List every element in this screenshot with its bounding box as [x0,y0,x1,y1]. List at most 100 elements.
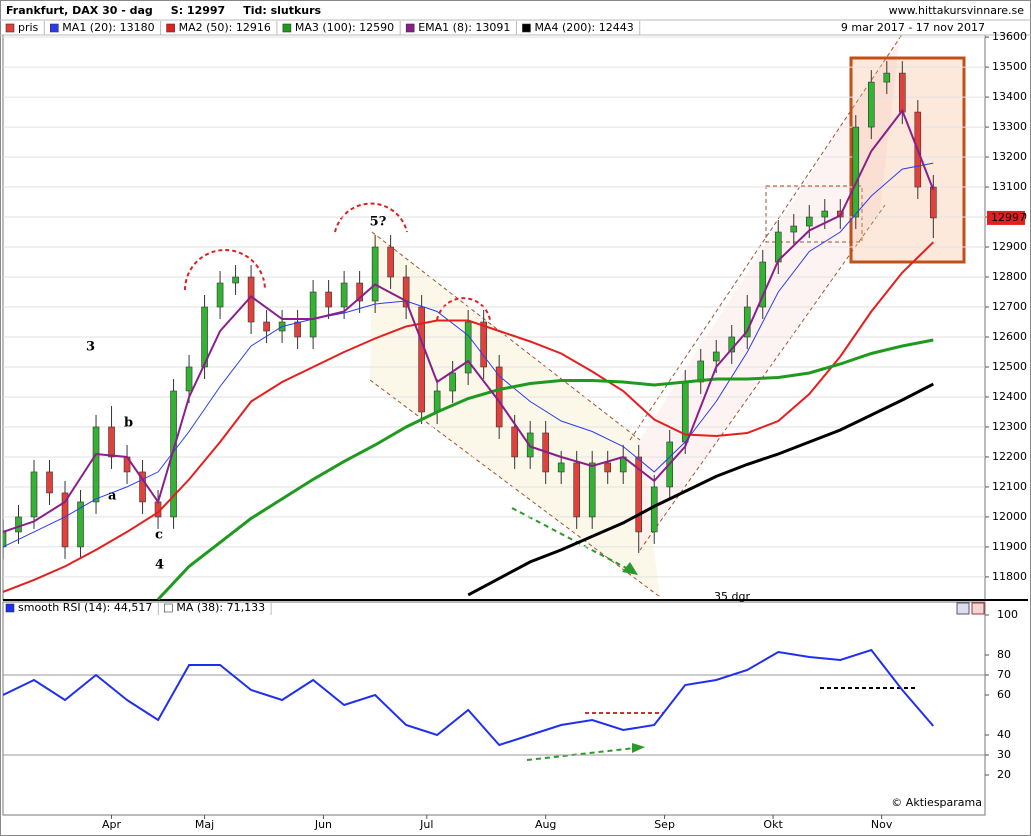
ma-line [157,338,934,600]
y-tick-label: 80 [997,648,1011,661]
rsi-arrow [526,747,636,761]
candle-body [650,486,658,533]
y-tick-label: 12200 [992,450,1027,463]
rsi-line [3,648,935,747]
candle-body [899,72,906,113]
legend-label: pris [18,21,39,34]
candle-body [170,390,177,518]
legend-swatch [49,23,59,33]
legend-swatch [166,23,175,33]
candle-body [790,225,798,233]
y-tick-label: 12400 [992,390,1027,403]
candle-body [201,306,208,368]
x-tick-label: Apr [102,818,122,831]
rsi-plot [3,648,985,756]
x-tick-label: Maj [195,818,214,831]
top-arc [184,249,266,291]
legend-label: smooth RSI (14): 44,517 [18,601,152,614]
candle-body [371,246,379,302]
price-panel [2,34,986,601]
wave-label: a [108,489,117,504]
ma-line [467,382,934,597]
candle-body [46,471,53,494]
y-tick-label: 13400 [992,90,1027,103]
zoom-icon[interactable] [956,602,970,615]
last-price-label: 12997 [991,211,1026,224]
y-tick-label: 12700 [992,300,1027,313]
candle-body [930,186,937,219]
wave-label: 4 [155,558,164,573]
legend-swatch [282,23,292,33]
x-tick-label: Jul [419,818,433,831]
rsi-panel [2,601,986,816]
arrow-head [632,743,645,753]
top-arc [334,202,408,233]
candle-body [557,462,565,473]
y-tick-label: 12300 [992,420,1027,433]
candle-body [867,81,875,128]
ma-line [3,162,934,548]
last-price-tag [987,210,1025,225]
x-tick-label: Aug [535,818,556,831]
wave-label: 5? [370,215,387,230]
y-tick-label: 12600 [992,330,1027,343]
y-tick-label: 11900 [992,540,1027,553]
rsi-annotations [526,687,915,761]
wave-label: 3 [86,340,95,355]
legend-label: MA1 (20): 13180 [62,21,154,34]
candle-body [340,282,348,308]
y-tick-label: 12100 [992,480,1027,493]
candle-body [604,462,612,473]
price-plot [3,36,985,600]
candle-body [805,216,813,227]
y-tick-label: 20 [997,768,1011,781]
candle-body [883,72,891,83]
y-tick-label: 13500 [992,60,1027,73]
close-icon[interactable] [971,602,985,615]
y-tick-label: 13100 [992,180,1027,193]
candle-body [464,321,472,374]
candle-body [511,426,518,458]
candle-body [294,321,301,338]
legend-label: EMA1 (8): 13091 [418,21,510,34]
candle-body [852,126,860,218]
candle-body [418,306,425,413]
candle-body [3,531,7,548]
y-tick-label: 12800 [992,270,1027,283]
candle-body [309,291,317,338]
candle-body [77,501,84,548]
legend-swatch [522,23,531,33]
y-tick-label: 12900 [992,240,1027,253]
candle-body [821,210,829,218]
header-item: S: 12997 [171,4,225,17]
y-tick-label: 100 [997,608,1018,621]
legend-label: MA2 (50): 12916 [179,21,271,34]
chart-title: Frankfurt, DAX 30 - dag [6,4,153,17]
legend-swatch [164,603,173,613]
candle-body [449,372,456,392]
candle-body [15,516,22,533]
wave-label: b [124,416,133,431]
date-range: 9 mar 2017 - 17 nov 2017 [841,21,985,34]
legend-swatch [5,23,15,33]
y-tick-label: 30 [997,748,1011,761]
y-tick-label: 13600 [992,30,1027,43]
legend-label: MA (38): 71,133 [176,601,265,614]
candle-body [92,426,100,503]
candle-body [325,291,332,308]
angle-label: 35 dgr [714,590,750,603]
trend-arrow [511,507,631,571]
consolidation-box [765,185,863,243]
candle-body [232,276,239,284]
axes: 11800 11900 12000 12100 12200 12300 12400 12500… [5,21,1027,831]
down-channel-fill [370,232,660,597]
credit: © Aktiesparama [891,796,982,809]
ma-line [3,108,935,533]
wave-label: c [155,528,163,543]
candle-body [61,492,69,548]
ma-line [3,241,934,593]
y-tick-label: 13300 [992,120,1027,133]
candle-body [356,282,363,302]
x-tick-label: Okt [763,818,783,831]
